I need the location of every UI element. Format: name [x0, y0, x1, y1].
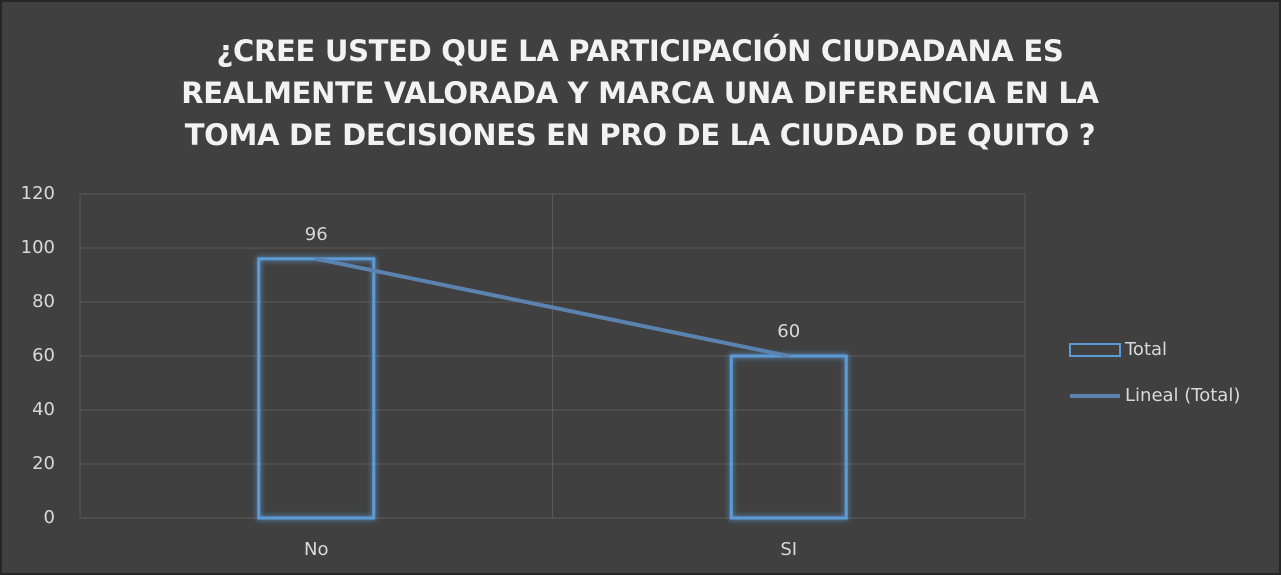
- data-label: 60: [777, 321, 800, 342]
- trend-line: [314, 256, 791, 358]
- y-tick-label: 100: [21, 237, 55, 258]
- y-tick-label: 80: [32, 291, 55, 312]
- x-tick-label: SI: [780, 539, 797, 560]
- y-tick-label: 120: [21, 183, 55, 204]
- chart-title: ¿CREE USTED QUE LA PARTICIPACIÓN CIUDADA…: [181, 34, 1099, 152]
- y-tick-label: 60: [32, 345, 55, 366]
- y-tick-label: 20: [32, 453, 55, 474]
- x-tick-label: No: [304, 539, 328, 560]
- data-label: 96: [305, 224, 328, 245]
- y-tick-label: 0: [44, 507, 55, 528]
- legend-swatch: [1069, 343, 1121, 357]
- legend-label: Total: [1124, 339, 1167, 360]
- legend-label: Lineal (Total): [1125, 385, 1240, 406]
- y-tick-label: 40: [32, 399, 55, 420]
